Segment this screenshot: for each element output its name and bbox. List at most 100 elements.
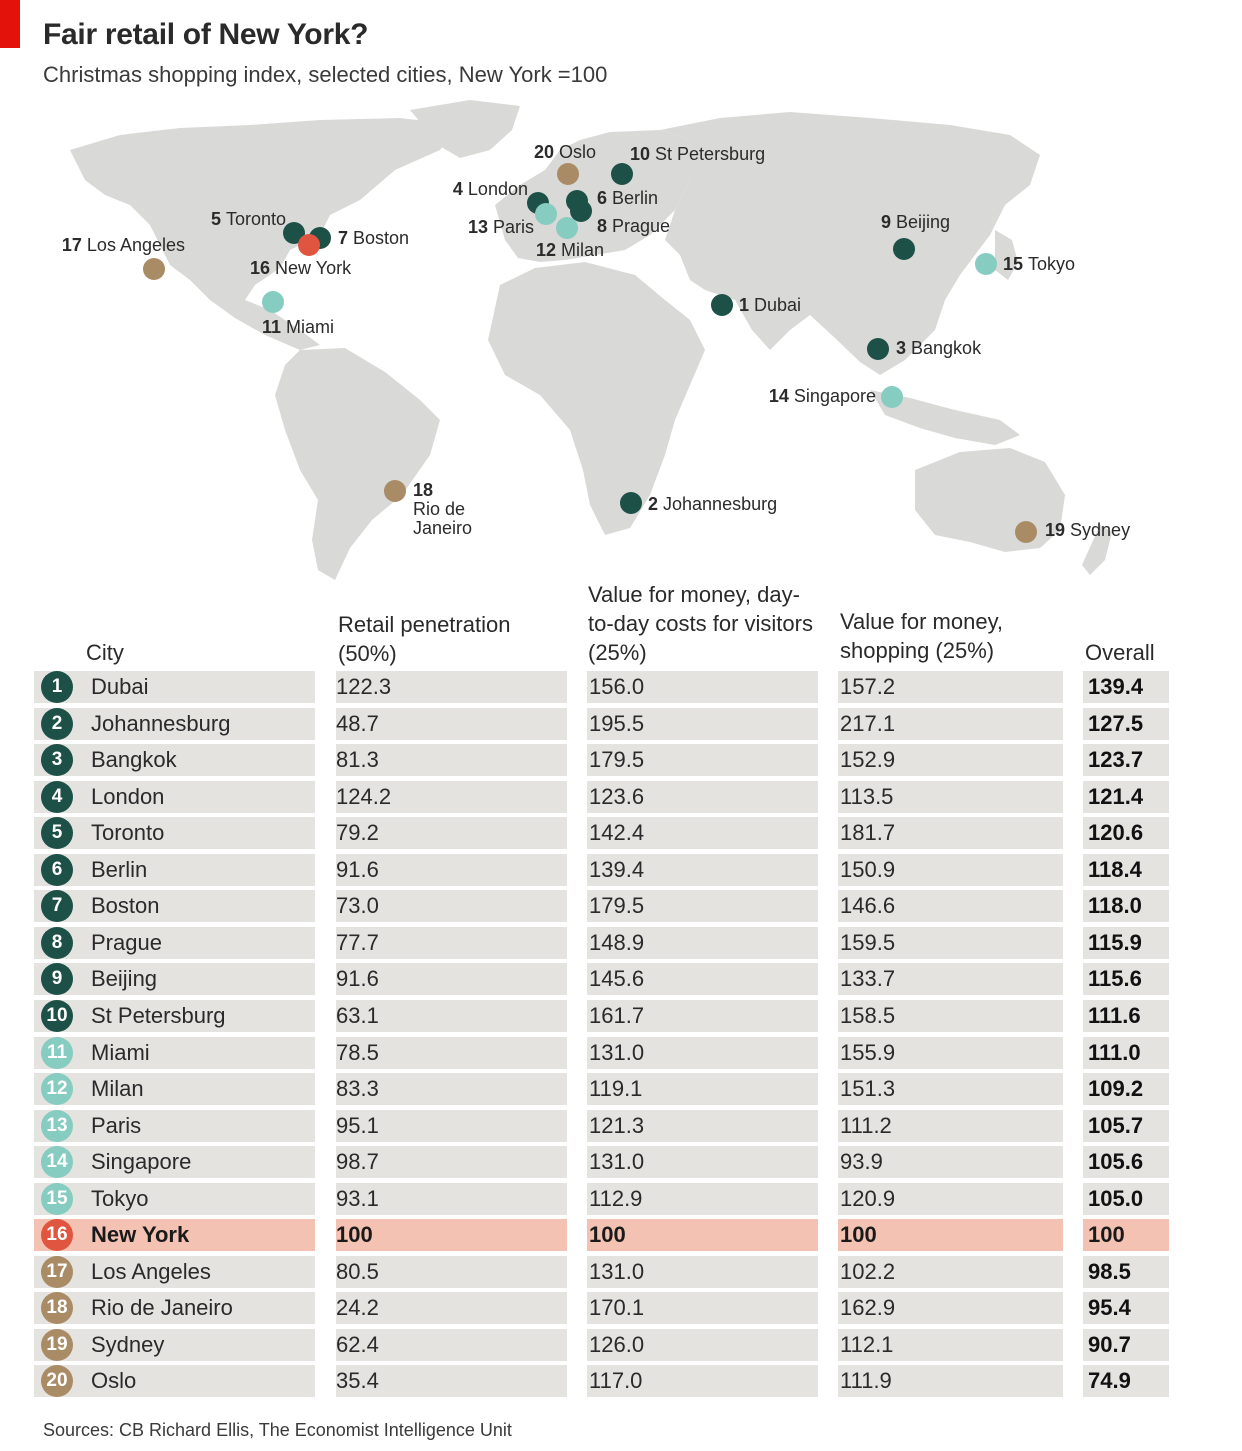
row-cell-background	[838, 926, 1063, 959]
city-name: Milan	[91, 1076, 144, 1102]
map-label-prague: 8 Prague	[597, 216, 670, 236]
row-cell-background	[336, 1036, 567, 1069]
retail-penetration-value: 98.7	[336, 1149, 379, 1175]
map-label-sydney: 19 Sydney	[1045, 520, 1130, 540]
map-dot-prague	[570, 200, 592, 222]
overall-score: 118.0	[1088, 893, 1142, 919]
row-cell-background	[587, 1182, 818, 1215]
rank-badge: 5	[41, 817, 73, 850]
overall-score: 105.7	[1088, 1112, 1144, 1138]
row-cell-background	[838, 817, 1063, 850]
row-cell-background	[34, 1292, 315, 1325]
retail-penetration-value: 73.0	[336, 893, 379, 919]
row-cell-background	[1083, 890, 1169, 923]
shopping-value: 158.5	[840, 1002, 896, 1028]
map-city-dots	[143, 163, 1037, 543]
map-label-bangkok: 3 Bangkok	[896, 338, 982, 358]
visitor-value: 170.1	[589, 1295, 645, 1321]
rank-badge: 1	[41, 671, 73, 703]
table-row: 15 Tokyo 93.1 112.9 120.9 105.0	[0, 1181, 1242, 1217]
map-dot-beijing	[893, 238, 915, 260]
row-cell-background	[336, 890, 567, 923]
row-cell-background	[838, 1292, 1063, 1325]
map-label-rio-de-janeiro: 18 Rio de Janeiro	[413, 480, 472, 538]
retail-penetration-value: 100	[336, 1222, 373, 1248]
row-cell-background	[1083, 1036, 1169, 1069]
city-name: Berlin	[91, 856, 148, 882]
map-label-toronto: 5 Toronto	[211, 209, 286, 229]
retail-penetration-value: 80.5	[336, 1258, 379, 1284]
retail-penetration-value: 91.6	[336, 966, 379, 992]
row-cell-background	[838, 1219, 1063, 1252]
table-row: 18 Rio de Janeiro 24.2 170.1 162.9 95.4	[0, 1290, 1242, 1326]
overall-score: 111.6	[1088, 1002, 1141, 1028]
table-row: 7 Boston 73.0 179.5 146.6 118.0	[0, 888, 1242, 924]
map-dot-milan	[556, 217, 578, 239]
map-dot-singapore	[881, 386, 903, 408]
map-dot-rio-de-janeiro	[384, 480, 406, 502]
row-cell-background	[838, 1255, 1063, 1288]
map-label-beijing: 9 Beijing	[881, 212, 950, 232]
row-cell-background	[587, 780, 818, 813]
overall-score: 121.4	[1088, 783, 1144, 809]
shopping-value: 157.2	[840, 674, 896, 699]
map-label-johannesburg: 2 Johannesburg	[648, 494, 777, 514]
row-cell-background	[34, 817, 315, 850]
shopping-value: 152.9	[840, 747, 896, 773]
retail-penetration-value: 24.2	[336, 1295, 379, 1321]
map-dot-new-york	[298, 234, 320, 256]
row-cell-background	[1083, 926, 1169, 959]
row-cell-background	[587, 1109, 818, 1142]
city-name: Paris	[91, 1112, 142, 1138]
map-label-miami: 11 Miami	[262, 317, 334, 337]
visitor-value: 100	[589, 1222, 626, 1248]
row-cell-background	[34, 890, 315, 923]
map-label-boston: 7 Boston	[338, 228, 409, 248]
visitor-value: 131.0	[589, 1149, 645, 1175]
row-cell-background	[1083, 963, 1169, 996]
row-cell-background	[838, 999, 1063, 1032]
row-cell-background	[336, 926, 567, 959]
overall-score: 111.0	[1088, 1039, 1141, 1065]
row-cell-background	[587, 1146, 818, 1179]
city-name: Oslo	[91, 1368, 137, 1394]
shopping-value: 112.1	[840, 1331, 894, 1357]
row-cell-background	[587, 1292, 818, 1325]
map-dot-st-petersburg	[611, 163, 633, 185]
table-row: 4 London 124.2 123.6 113.5 121.4	[0, 779, 1242, 815]
table-row: 10 St Petersburg 63.1 161.7 158.5 111.6	[0, 998, 1242, 1034]
row-cell-background	[838, 1109, 1063, 1142]
city-name: Singapore	[91, 1149, 192, 1175]
landmass-asia	[660, 112, 1040, 375]
overall-score: 105.6	[1088, 1149, 1144, 1175]
map-dot-tokyo	[975, 253, 997, 275]
map-label-berlin: 6 Berlin	[597, 188, 658, 208]
row-cell-background	[1083, 780, 1169, 813]
map-label-paris: 13 Paris	[468, 217, 534, 237]
visitor-value: 161.7	[589, 1002, 645, 1028]
shopping-value: 111.2	[840, 1112, 892, 1138]
row-cell-background	[1083, 1255, 1169, 1288]
row-cell-background	[34, 1073, 315, 1106]
chart-title: Fair retail of New York?	[43, 18, 369, 51]
row-cell-background	[34, 1219, 315, 1252]
row-cell-background	[1083, 1328, 1169, 1361]
row-cell-background	[34, 853, 315, 886]
visitor-value: 131.0	[589, 1039, 645, 1065]
row-cell-background	[1083, 1219, 1169, 1252]
map-label-dubai: 1 Dubai	[739, 295, 801, 315]
row-cell-background	[587, 1073, 818, 1106]
row-cell-background	[1083, 1073, 1169, 1106]
row-cell-background	[34, 1182, 315, 1215]
visitor-value: 139.4	[589, 856, 645, 882]
retail-penetration-value: 91.6	[336, 856, 379, 882]
header-retail-penetration: Retail penetration (50%)	[338, 612, 511, 666]
visitor-value: 119.1	[589, 1076, 643, 1102]
row-cell-background	[336, 1255, 567, 1288]
source-note: Sources: CB Richard Ellis, The Economist…	[43, 1420, 512, 1440]
rank-badge: 14	[41, 1146, 73, 1179]
row-cell-background	[336, 1365, 567, 1398]
shopping-value: 181.7	[840, 820, 896, 846]
map-landmass	[70, 100, 1112, 580]
retail-penetration-value: 62.4	[336, 1331, 379, 1357]
